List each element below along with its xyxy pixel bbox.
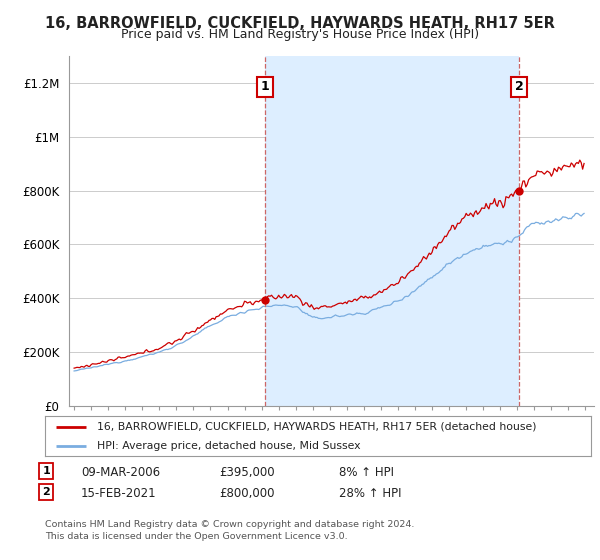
Text: Price paid vs. HM Land Registry's House Price Index (HPI): Price paid vs. HM Land Registry's House … (121, 28, 479, 41)
Text: 15-FEB-2021: 15-FEB-2021 (81, 487, 157, 500)
Text: 1: 1 (43, 466, 50, 476)
Bar (265, 56, 520, 406)
Text: 16, BARROWFIELD, CUCKFIELD, HAYWARDS HEATH, RH17 5ER: 16, BARROWFIELD, CUCKFIELD, HAYWARDS HEA… (45, 16, 555, 31)
Text: 2: 2 (515, 81, 524, 94)
Text: 28% ↑ HPI: 28% ↑ HPI (339, 487, 401, 500)
Text: 09-MAR-2006: 09-MAR-2006 (81, 466, 160, 479)
Text: 8% ↑ HPI: 8% ↑ HPI (339, 466, 394, 479)
Text: 16, BARROWFIELD, CUCKFIELD, HAYWARDS HEATH, RH17 5ER (detached house): 16, BARROWFIELD, CUCKFIELD, HAYWARDS HEA… (97, 422, 536, 432)
Text: £395,000: £395,000 (219, 466, 275, 479)
Text: 1: 1 (260, 81, 269, 94)
Text: HPI: Average price, detached house, Mid Sussex: HPI: Average price, detached house, Mid … (97, 441, 361, 450)
Text: £800,000: £800,000 (219, 487, 275, 500)
Text: 2: 2 (43, 487, 50, 497)
Text: Contains HM Land Registry data © Crown copyright and database right 2024.
This d: Contains HM Land Registry data © Crown c… (45, 520, 415, 541)
